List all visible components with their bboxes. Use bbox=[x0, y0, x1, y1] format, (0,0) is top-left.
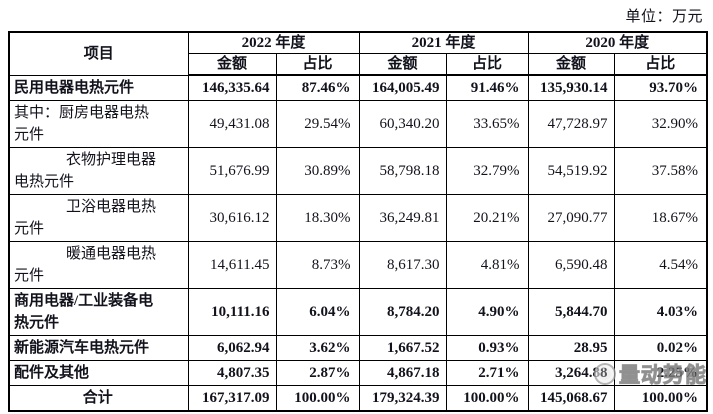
cell-ratio: 4.03% bbox=[613, 288, 708, 336]
row-label: 商用电器/工业装备电 热元件 bbox=[8, 288, 189, 336]
cell-ratio: 18.30% bbox=[275, 194, 360, 242]
cell-amount: 30,616.12 bbox=[187, 194, 277, 242]
row-label: 民用电器电热元件 bbox=[8, 74, 189, 101]
cell-ratio: 4.81% bbox=[445, 241, 529, 289]
header-ratio-2021: 占比 bbox=[445, 53, 529, 76]
header-year-2020: 2020 年度 bbox=[527, 31, 708, 54]
row-label: 新能源汽车电热元件 bbox=[8, 335, 189, 361]
cell-ratio: 0.93% bbox=[445, 335, 529, 361]
cell-ratio: 0.02% bbox=[613, 335, 708, 361]
cell-ratio: 33.65% bbox=[445, 100, 529, 148]
cell-amount: 5,844.70 bbox=[527, 288, 615, 336]
cell-ratio: 2.87% bbox=[275, 360, 360, 386]
table-row: 其中：厨房电器电热 元件 49,431.08 29.54% 60,340.20 33.6… bbox=[8, 100, 708, 148]
cell-ratio: 4.90% bbox=[445, 288, 529, 336]
cell-ratio: 87.46% bbox=[275, 74, 360, 101]
cell-amount: 6,590.48 bbox=[527, 241, 615, 289]
cell-amount: 27,090.77 bbox=[527, 194, 615, 242]
header-row-measures: 金额 占比 金额 占比 金额 占比 bbox=[9, 53, 708, 76]
table-row: 商用电器/工业装备电 热元件 10,111.16 6.04% 8,784.20 4.90… bbox=[8, 288, 708, 336]
table-row: 合计 167,317.09 100.00% 179,324.39 100.00% 145,… bbox=[8, 385, 708, 412]
cell-ratio: 2.25% bbox=[613, 360, 708, 386]
header-amount-2021: 金额 bbox=[358, 53, 447, 76]
cell-amount: 1,667.52 bbox=[358, 335, 447, 361]
cell-amount: 14,611.45 bbox=[187, 241, 277, 289]
cell-amount: 28.95 bbox=[527, 335, 615, 361]
cell-amount: 8,617.30 bbox=[358, 241, 447, 289]
cell-amount: 51,676.99 bbox=[187, 147, 277, 195]
cell-amount: 36,249.81 bbox=[358, 194, 447, 242]
cell-amount: 60,340.20 bbox=[358, 100, 447, 148]
cell-amount: 145,068.67 bbox=[527, 385, 615, 412]
cell-amount: 146,335.64 bbox=[187, 74, 277, 101]
cell-amount: 167,317.09 bbox=[187, 385, 277, 412]
cell-amount: 8,784.20 bbox=[358, 288, 447, 336]
cell-amount: 10,111.16 bbox=[187, 288, 277, 336]
cell-ratio: 100.00% bbox=[275, 385, 360, 412]
cell-ratio: 20.21% bbox=[445, 194, 529, 242]
row-label: 暖通电器电热 元件 bbox=[8, 241, 189, 289]
cell-ratio: 93.70% bbox=[613, 74, 708, 101]
cell-ratio: 8.73% bbox=[275, 241, 360, 289]
cell-ratio: 2.71% bbox=[445, 360, 529, 386]
cell-amount: 3,264.88 bbox=[527, 360, 615, 386]
header-ratio-2020: 占比 bbox=[613, 53, 708, 76]
cell-ratio: 6.04% bbox=[275, 288, 360, 336]
cell-ratio: 29.54% bbox=[275, 100, 360, 148]
cell-ratio: 3.62% bbox=[275, 335, 360, 361]
row-label: 配件及其他 bbox=[8, 360, 189, 386]
cell-amount: 54,519.92 bbox=[527, 147, 615, 195]
table-row: 衣物护理电器 电热元件 51,676.99 30.89% 58,798.18 32.79… bbox=[8, 147, 708, 195]
table-row: 新能源汽车电热元件 6,062.94 3.62% 1,667.52 0.93% 28.95… bbox=[8, 335, 708, 361]
cell-amount: 6,062.94 bbox=[187, 335, 277, 361]
cell-ratio: 37.58% bbox=[613, 147, 708, 195]
cell-amount: 164,005.49 bbox=[358, 74, 447, 101]
header-amount-2022: 金额 bbox=[187, 53, 277, 76]
cell-ratio: 30.89% bbox=[275, 147, 360, 195]
cell-amount: 179,324.39 bbox=[358, 385, 447, 412]
header-year-2021: 2021 年度 bbox=[358, 31, 529, 54]
row-label: 卫浴电器电热 元件 bbox=[8, 194, 189, 242]
cell-ratio: 32.79% bbox=[445, 147, 529, 195]
cell-amount: 4,867.18 bbox=[358, 360, 447, 386]
cell-amount: 4,807.35 bbox=[187, 360, 277, 386]
table-row: 卫浴电器电热 元件 30,616.12 18.30% 36,249.81 20.21% 2… bbox=[8, 194, 708, 242]
revenue-breakdown-table: 项目 2022 年度 2021 年度 2020 年度 金额 占比 金额 占比 金… bbox=[8, 31, 709, 412]
unit-label: 单位：万元 bbox=[625, 9, 703, 25]
cell-ratio: 100.00% bbox=[613, 385, 708, 412]
header-row-years: 项目 2022 年度 2021 年度 2020 年度 bbox=[8, 31, 708, 76]
table-row: 暖通电器电热 元件 14,611.45 8.73% 8,617.30 4.81% 6,59… bbox=[8, 241, 708, 289]
cell-ratio: 18.67% bbox=[613, 194, 708, 242]
cell-amount: 49,431.08 bbox=[187, 100, 277, 148]
row-label: 其中：厨房电器电热 元件 bbox=[8, 100, 189, 148]
header-year-2022: 2022 年度 bbox=[187, 31, 360, 54]
row-label: 衣物护理电器 电热元件 bbox=[8, 147, 189, 195]
cell-ratio: 91.46% bbox=[445, 74, 529, 101]
table-row: 配件及其他 4,807.35 2.87% 4,867.18 2.71% 3,264.88 2… bbox=[8, 360, 708, 386]
table-row: 民用电器电热元件 146,335.64 87.46% 164,005.49 91.46%… bbox=[8, 74, 708, 101]
cell-amount: 47,728.97 bbox=[527, 100, 615, 148]
cell-ratio: 4.54% bbox=[613, 241, 708, 289]
header-ratio-2022: 占比 bbox=[275, 53, 360, 76]
cell-amount: 135,930.14 bbox=[527, 74, 615, 101]
header-amount-2020: 金额 bbox=[527, 53, 615, 76]
cell-amount: 58,798.18 bbox=[358, 147, 447, 195]
cell-ratio: 32.90% bbox=[613, 100, 708, 148]
header-item: 项目 bbox=[8, 31, 189, 76]
cell-ratio: 100.00% bbox=[445, 385, 529, 412]
row-label: 合计 bbox=[8, 385, 189, 412]
